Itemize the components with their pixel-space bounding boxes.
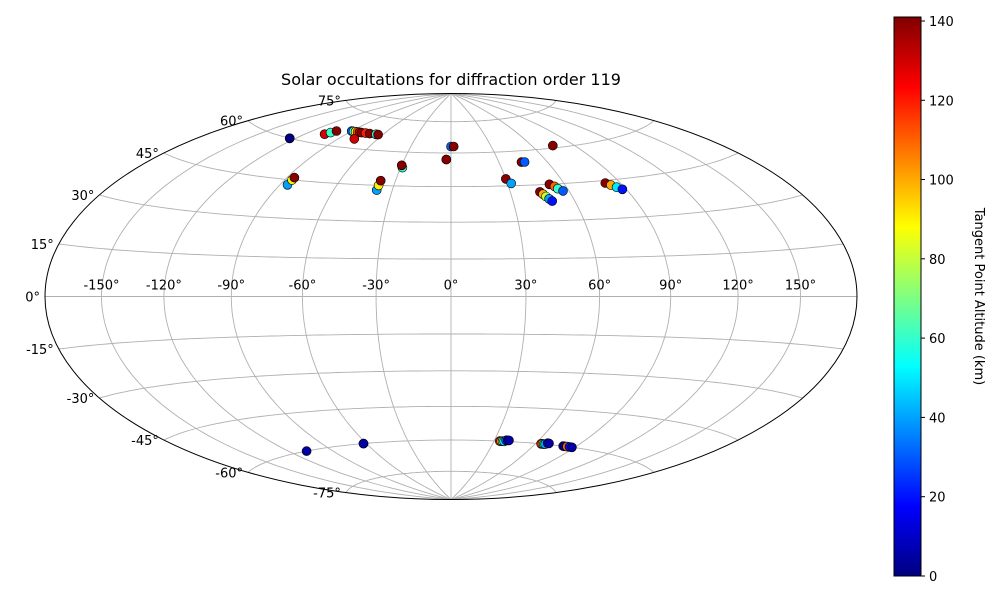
latitude-tick-label: 0°	[25, 291, 40, 306]
occultation-point	[375, 175, 386, 186]
longitude-tick-label: 60°	[588, 279, 611, 294]
occultation-point	[284, 133, 295, 144]
latitude-tick-label: 75°	[318, 94, 341, 109]
colorbar-tick-label: 0	[929, 570, 937, 585]
colorbar-tick-label: 140	[929, 15, 954, 30]
latitude-tick-label: -75°	[313, 487, 341, 502]
latitude-tick-label: 45°	[136, 147, 159, 162]
colorbar-tick-label: 20	[929, 491, 946, 506]
parallel-line	[99, 370, 803, 399]
occultation-point	[558, 186, 568, 196]
chart-title: Solar occultations for diffraction order…	[281, 70, 621, 89]
longitude-tick-label: 150°	[785, 279, 816, 294]
colorbar-tick-label: 40	[929, 411, 946, 426]
longitude-tick-label: -60°	[289, 279, 317, 294]
occultation-points	[282, 126, 628, 456]
occultation-point	[544, 438, 554, 449]
parallel-line	[58, 243, 844, 260]
occultation-point	[448, 141, 459, 152]
latitude-tick-labels: 75° 60° 45° 30° 15° 0° -15° -30° -45° -60° -75°	[25, 94, 341, 501]
colorbar-tick-label: 80	[929, 253, 946, 268]
occultation-point	[396, 160, 407, 171]
occultation-point	[547, 140, 558, 151]
graticule	[45, 93, 857, 500]
occultation-point	[373, 129, 383, 140]
latitude-tick-label: 30°	[71, 189, 94, 204]
longitude-tick-label: 90°	[659, 279, 682, 294]
colorbar-tick-label: 120	[929, 94, 954, 109]
longitude-tick-label: -30°	[362, 279, 390, 294]
occultation-point	[301, 446, 312, 456]
parallel-line	[58, 333, 844, 350]
colorbar-label: Tangent Point Altitude (km)	[971, 207, 986, 385]
latitude-tick-label: 15°	[31, 238, 54, 253]
occultation-point	[519, 157, 530, 167]
occultation-point	[506, 178, 517, 189]
occultation-point	[547, 196, 558, 206]
parallel-line	[345, 470, 557, 493]
occultation-point	[504, 435, 514, 446]
latitude-tick-label: 60°	[220, 115, 243, 130]
occultation-point	[331, 126, 342, 136]
occultation-point	[617, 184, 628, 195]
colorbar	[893, 16, 922, 577]
longitude-tick-labels: -150° -120° -90° -60° -30° 0° 30° 60° 90° 120° 150…	[83, 279, 816, 294]
longitude-tick-label: 30°	[514, 279, 537, 294]
longitude-tick-label: -90°	[217, 279, 245, 294]
colorbar-tick-label: 100	[929, 174, 954, 189]
colorbar-ticks: 0 20 40 60 80 100 120 140	[921, 15, 954, 585]
parallel-line	[99, 194, 803, 223]
parallel-line	[345, 100, 557, 123]
map-boundary	[44, 93, 858, 500]
occultation-point	[349, 134, 360, 144]
occultation-point	[358, 438, 369, 449]
occultation-point	[567, 442, 577, 453]
longitude-tick-label: -150°	[83, 279, 119, 294]
longitude-tick-label: 120°	[722, 279, 753, 294]
latitude-tick-label: -60°	[215, 466, 243, 481]
latitude-tick-label: -45°	[131, 434, 159, 449]
colorbar-tick-label: 60	[929, 332, 946, 347]
latitude-tick-label: -30°	[67, 392, 95, 407]
longitude-tick-label: -120°	[146, 279, 182, 294]
longitude-tick-label: 0°	[444, 279, 459, 294]
occultation-point	[289, 172, 300, 183]
occultation-point	[441, 154, 452, 165]
parallel-line	[247, 439, 655, 473]
parallel-line	[163, 152, 739, 188]
parallel-line	[163, 405, 739, 441]
latitude-tick-label: -15°	[26, 343, 54, 358]
